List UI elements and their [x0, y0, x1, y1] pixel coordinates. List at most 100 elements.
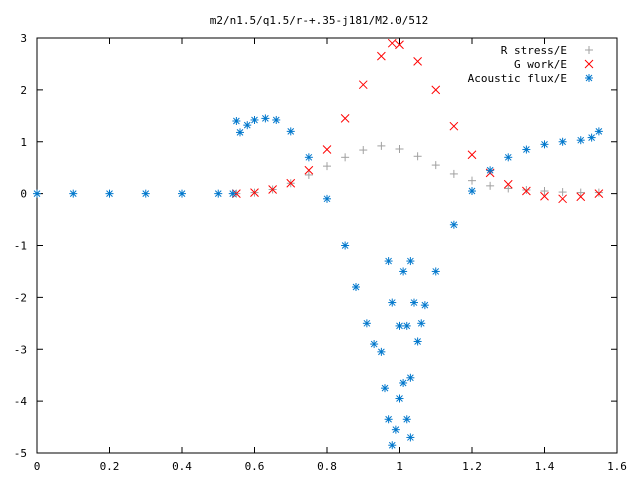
data-point	[522, 185, 531, 194]
data-point	[587, 133, 596, 142]
x-tick-label: 1	[396, 460, 403, 473]
series-layer	[33, 38, 604, 450]
data-point	[391, 425, 400, 434]
y-tick-label: -4	[14, 395, 28, 408]
legend-marker	[585, 74, 593, 82]
data-point	[105, 189, 114, 198]
data-point	[395, 394, 404, 403]
x-tick-label: 0.6	[245, 460, 265, 473]
series-acoustic-flux-e	[33, 114, 603, 450]
data-point	[402, 321, 411, 330]
x-tick-label: 0.2	[100, 460, 120, 473]
data-point	[431, 161, 440, 170]
data-point	[410, 298, 418, 307]
data-point	[228, 189, 237, 198]
data-point	[387, 38, 397, 48]
data-point	[381, 384, 389, 393]
data-point	[359, 146, 368, 155]
data-point	[395, 40, 404, 50]
data-point	[402, 415, 411, 424]
data-point	[323, 162, 331, 171]
data-point	[486, 166, 495, 175]
x-tick-label: 0	[34, 460, 41, 473]
data-point	[214, 189, 223, 198]
data-point	[395, 321, 404, 330]
legend-marker	[584, 59, 594, 69]
data-point	[341, 241, 350, 250]
data-point	[594, 188, 603, 197]
y-tick-label: -1	[14, 240, 27, 253]
data-point	[504, 153, 513, 162]
y-tick-label: -3	[14, 343, 27, 356]
data-point	[431, 267, 440, 276]
data-point	[286, 178, 296, 188]
data-point	[236, 128, 244, 137]
data-point	[522, 145, 531, 154]
data-point	[431, 85, 441, 95]
data-point	[384, 415, 393, 424]
series-r-stress-e	[232, 141, 603, 198]
data-point	[486, 181, 495, 190]
data-point	[558, 194, 567, 204]
data-point	[178, 189, 186, 198]
data-point	[417, 319, 426, 328]
y-tick-label: 2	[20, 84, 27, 97]
data-point	[304, 153, 313, 162]
chart-title: m2/n1.5/q1.5/r-+.35-j181/M2.0/512	[210, 14, 429, 27]
data-point	[399, 378, 408, 387]
data-point	[399, 267, 408, 276]
data-point	[268, 185, 277, 194]
data-point	[468, 187, 476, 196]
data-point	[467, 150, 477, 160]
data-point	[322, 145, 332, 154]
data-point	[358, 80, 368, 90]
data-point	[304, 165, 314, 175]
legend-label: G work/E	[514, 58, 567, 71]
data-point	[232, 117, 241, 125]
data-point	[395, 145, 404, 154]
legend-label: R stress/E	[501, 44, 567, 57]
plot-frame	[36, 37, 618, 454]
x-tick-label: 1.4	[535, 460, 555, 473]
data-point	[558, 188, 567, 197]
data-point	[243, 121, 252, 130]
data-point	[540, 191, 549, 201]
data-point	[388, 441, 397, 450]
data-point	[449, 169, 458, 178]
data-point	[413, 337, 422, 346]
legend-marker	[585, 46, 593, 54]
data-point	[468, 176, 476, 185]
data-point	[540, 187, 549, 196]
y-tick-label: 1	[20, 136, 27, 149]
data-point	[413, 152, 422, 161]
data-point	[449, 220, 458, 229]
data-point	[304, 170, 313, 179]
x-tick-label: 0.8	[317, 460, 337, 473]
data-point	[377, 141, 386, 150]
data-point	[377, 51, 386, 61]
data-point	[594, 127, 603, 136]
data-point	[522, 186, 531, 196]
data-point	[576, 188, 585, 197]
legend-label: Acoustic flux/E	[468, 72, 567, 85]
data-point	[340, 114, 350, 123]
x-tick-label: 0.4	[172, 460, 192, 473]
data-point	[504, 184, 513, 193]
x-tick-label: 1.2	[462, 460, 482, 473]
data-point	[540, 140, 549, 149]
data-point	[272, 115, 281, 124]
data-point	[406, 433, 415, 442]
data-point	[576, 136, 585, 145]
axis-ticks: 0 0.2 0.4 0.6 0.8 1 1.2 1.4 1.6 3 2 1 0 -1 -2 -3 -4 -5	[14, 32, 627, 473]
data-point	[352, 283, 360, 291]
data-point	[69, 189, 78, 198]
data-point	[377, 347, 386, 356]
data-point	[286, 127, 295, 136]
data-point	[413, 56, 422, 66]
data-point	[388, 298, 397, 307]
data-point	[33, 189, 41, 198]
data-point	[141, 189, 150, 198]
x-tick-label: 1.6	[607, 460, 627, 473]
data-point	[503, 179, 513, 189]
